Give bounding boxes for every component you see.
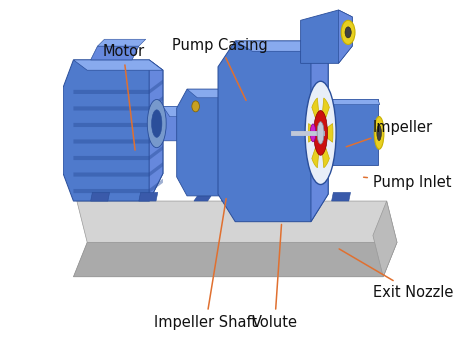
Polygon shape xyxy=(73,79,163,94)
Ellipse shape xyxy=(147,100,166,148)
Polygon shape xyxy=(332,193,351,201)
Text: Volute: Volute xyxy=(252,225,298,330)
Polygon shape xyxy=(328,100,378,165)
Text: Impeller: Impeller xyxy=(346,119,433,147)
Polygon shape xyxy=(91,46,139,60)
Ellipse shape xyxy=(345,27,351,38)
Polygon shape xyxy=(177,89,246,196)
Polygon shape xyxy=(312,98,319,120)
Polygon shape xyxy=(73,60,163,70)
Ellipse shape xyxy=(341,20,355,44)
Polygon shape xyxy=(73,179,163,193)
Polygon shape xyxy=(270,193,289,201)
Text: Motor: Motor xyxy=(102,44,145,150)
Polygon shape xyxy=(235,89,246,196)
Polygon shape xyxy=(373,201,397,277)
Polygon shape xyxy=(322,98,329,120)
Ellipse shape xyxy=(192,101,200,112)
Text: Exit Nozzle: Exit Nozzle xyxy=(339,249,453,300)
Polygon shape xyxy=(235,41,328,51)
Polygon shape xyxy=(63,60,163,201)
Text: Pump Inlet: Pump Inlet xyxy=(364,175,451,189)
Polygon shape xyxy=(221,196,238,201)
Polygon shape xyxy=(73,146,163,160)
Text: Impeller Shaft: Impeller Shaft xyxy=(155,198,257,330)
Ellipse shape xyxy=(305,81,336,185)
Ellipse shape xyxy=(310,124,316,142)
Polygon shape xyxy=(149,60,163,201)
Polygon shape xyxy=(73,96,163,110)
Polygon shape xyxy=(73,242,397,277)
Polygon shape xyxy=(139,193,158,201)
Polygon shape xyxy=(73,129,163,144)
Polygon shape xyxy=(312,145,319,168)
Ellipse shape xyxy=(317,122,324,144)
Polygon shape xyxy=(73,162,163,177)
Polygon shape xyxy=(308,124,315,142)
Polygon shape xyxy=(98,39,146,46)
Polygon shape xyxy=(338,10,352,64)
Polygon shape xyxy=(328,100,380,105)
Polygon shape xyxy=(91,193,109,201)
Ellipse shape xyxy=(152,110,162,137)
Polygon shape xyxy=(163,107,201,117)
Polygon shape xyxy=(218,41,328,222)
Ellipse shape xyxy=(374,117,384,149)
Polygon shape xyxy=(73,112,163,127)
Polygon shape xyxy=(77,201,397,242)
Text: Pump Casing: Pump Casing xyxy=(172,37,268,100)
Polygon shape xyxy=(187,89,246,98)
Polygon shape xyxy=(327,124,333,142)
Ellipse shape xyxy=(314,110,328,155)
Polygon shape xyxy=(311,41,328,222)
Polygon shape xyxy=(163,107,201,141)
Ellipse shape xyxy=(377,125,382,141)
Polygon shape xyxy=(301,10,352,64)
Polygon shape xyxy=(322,145,329,168)
Polygon shape xyxy=(194,196,211,201)
